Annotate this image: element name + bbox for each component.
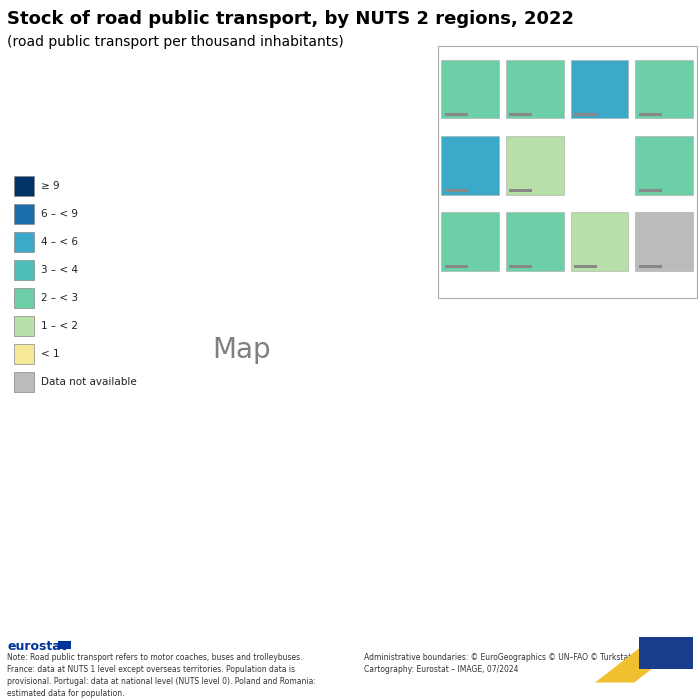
Text: Liechtenstein: Liechtenstein <box>578 202 621 206</box>
Text: Mayotte (FR): Mayotte (FR) <box>644 125 685 130</box>
Text: Açores (PT): Açores (PT) <box>452 202 488 206</box>
Text: Data not available: Data not available <box>41 377 136 387</box>
Text: Stock of road public transport, by NUTS 2 regions, 2022: Stock of road public transport, by NUTS … <box>7 10 574 29</box>
Text: 1 – < 2: 1 – < 2 <box>41 321 78 331</box>
Text: Malta: Malta <box>461 125 479 130</box>
Text: Guyane (FR): Guyane (FR) <box>515 125 554 130</box>
Text: Note: Road public transport refers to motor coaches, buses and trolleybuses.
Fra: Note: Road public transport refers to mo… <box>7 653 316 700</box>
Text: Map: Map <box>212 336 271 364</box>
Text: eurostat: eurostat <box>7 640 66 654</box>
Text: Martinique (FR): Martinique (FR) <box>575 49 624 54</box>
Text: 6 – < 9: 6 – < 9 <box>41 209 78 219</box>
Text: Svalbard (NC): Svalbard (NC) <box>643 202 686 206</box>
Text: 4 – < 6: 4 – < 6 <box>41 237 78 247</box>
Text: 3 – < 4: 3 – < 4 <box>41 265 78 275</box>
Text: Canarias (ES): Canarias (ES) <box>449 49 491 54</box>
Text: < 1: < 1 <box>41 349 60 359</box>
Text: Guadeloupe (FR): Guadeloupe (FR) <box>508 49 561 54</box>
Text: 2 – < 3: 2 – < 3 <box>41 293 78 303</box>
Text: Madeira (PT): Madeira (PT) <box>514 202 554 206</box>
Text: ≥ 9: ≥ 9 <box>41 181 60 191</box>
Text: Réunion (FR): Réunion (FR) <box>644 48 684 54</box>
Text: (road public transport per thousand inhabitants): (road public transport per thousand inha… <box>7 35 344 49</box>
Text: Administrative boundaries: © EuroGeographics © UN–FAO © Turkstat
Cartography: Eu: Administrative boundaries: © EuroGeograp… <box>364 653 631 674</box>
